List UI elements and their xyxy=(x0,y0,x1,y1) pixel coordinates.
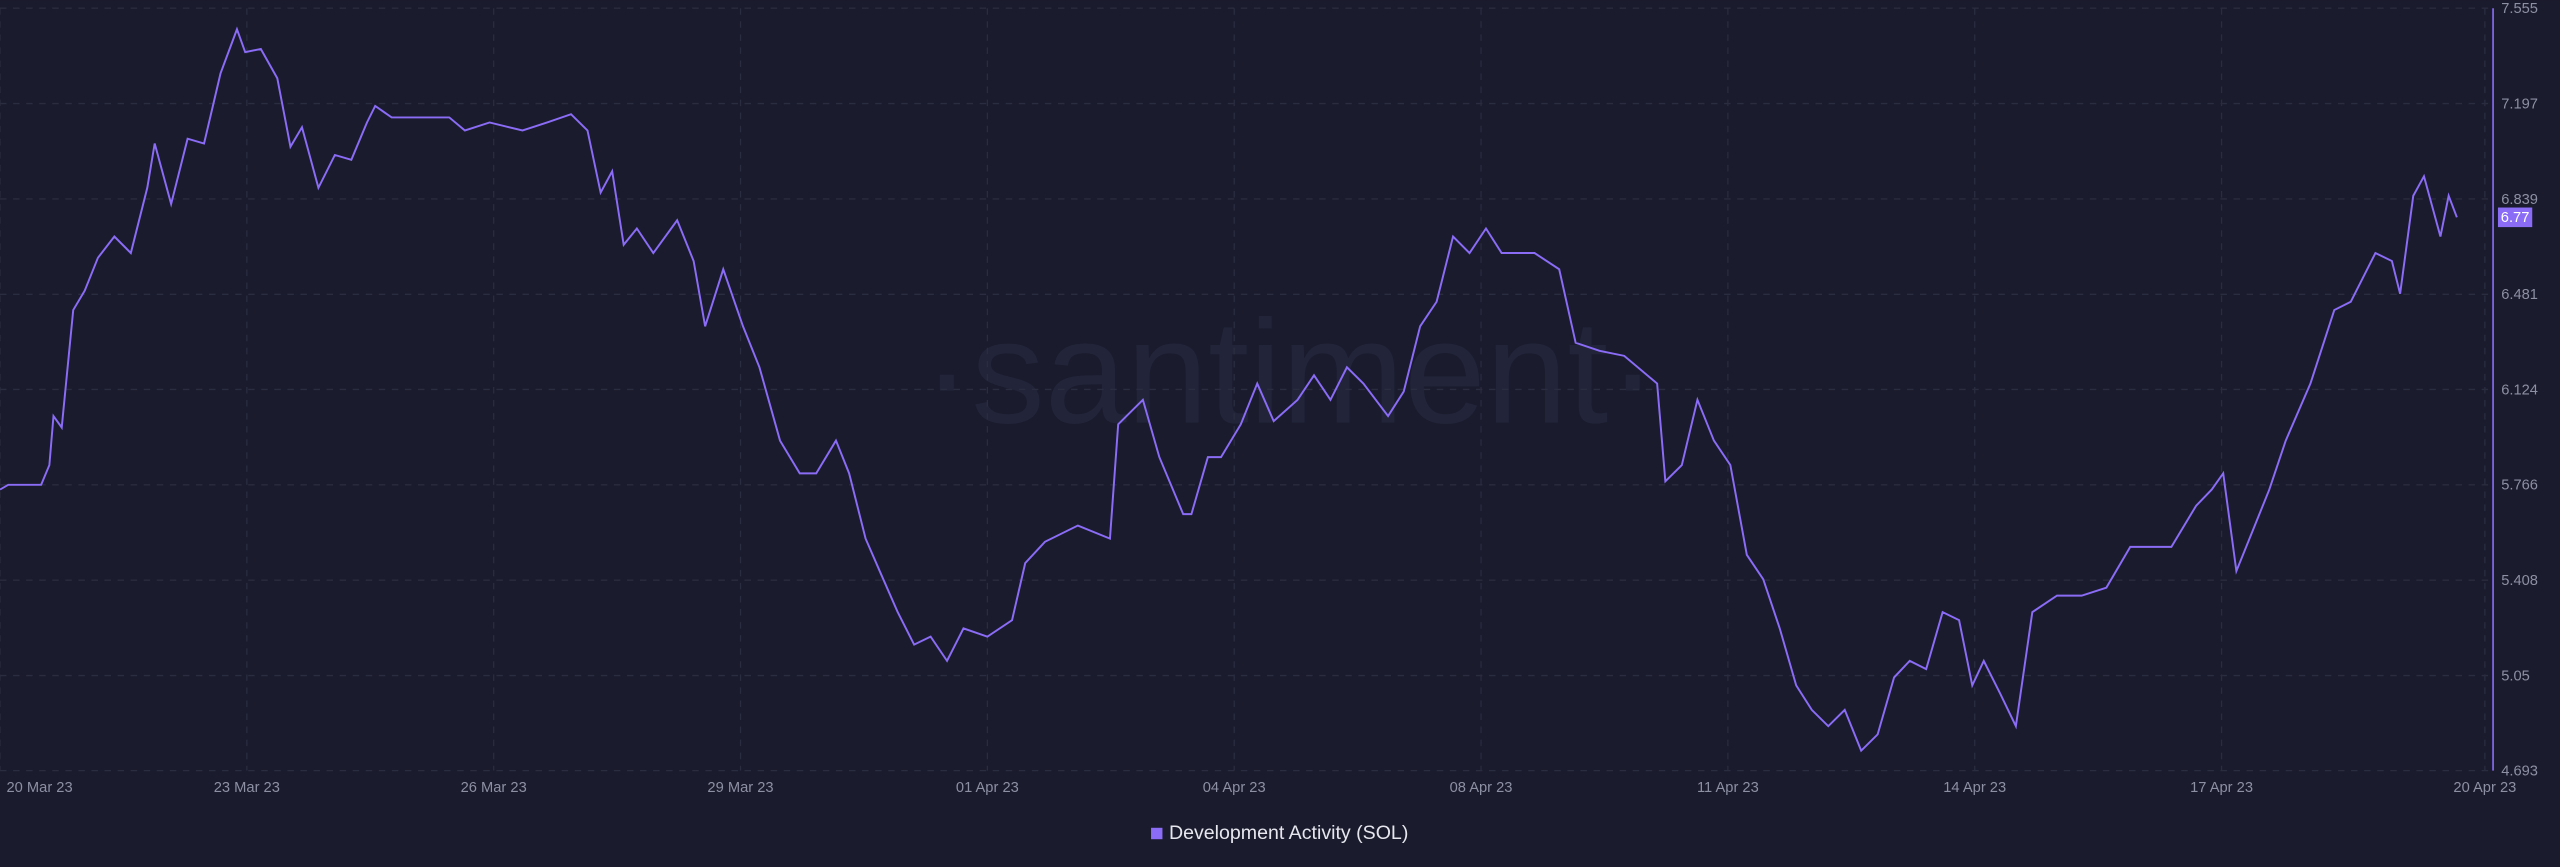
y-tick-label: 4.693 xyxy=(2501,764,2538,780)
x-tick-label: 17 Apr 23 xyxy=(2190,780,2253,796)
line xyxy=(0,26,2458,753)
x-tick-label: 23 Mar 23 xyxy=(214,780,280,796)
x-tick-label: 29 Mar 23 xyxy=(707,780,773,796)
watermark: ·santiment· xyxy=(922,291,1657,455)
y-tick-label: 5.408 xyxy=(2501,573,2538,589)
y-tick-label: 5.05 xyxy=(2501,668,2530,684)
x-tick-label: 04 Apr 23 xyxy=(1203,780,1266,796)
x-tick-label: 14 Apr 23 xyxy=(1943,780,2006,796)
y-tick-label: 6.124 xyxy=(2501,382,2538,398)
legend-swatch xyxy=(1151,827,1163,840)
y-tick-label: 6.481 xyxy=(2501,287,2538,303)
x-tick-label: 01 Apr 23 xyxy=(956,780,1019,796)
y-tick-label: 5.766 xyxy=(2501,478,2538,494)
x-tick-label: 20 Apr 23 xyxy=(2453,780,2516,796)
x-tick-label: 08 Apr 23 xyxy=(1450,780,1513,796)
x-tick-label: 20 Mar 23 xyxy=(7,780,73,796)
y-tick-label: 7.555 xyxy=(2501,1,2538,17)
y-tick-label: 7.197 xyxy=(2501,96,2538,112)
x-tick-label: 11 Apr 23 xyxy=(1697,780,1759,796)
y-tick-label: 6.839 xyxy=(2501,192,2538,208)
x-tick-label: 26 Mar 23 xyxy=(461,780,527,796)
legend-label: Development Activity (SOL) xyxy=(1169,822,1408,844)
last-value-label: 6.77 xyxy=(2501,210,2530,226)
last-value-badge xyxy=(2497,207,2533,228)
